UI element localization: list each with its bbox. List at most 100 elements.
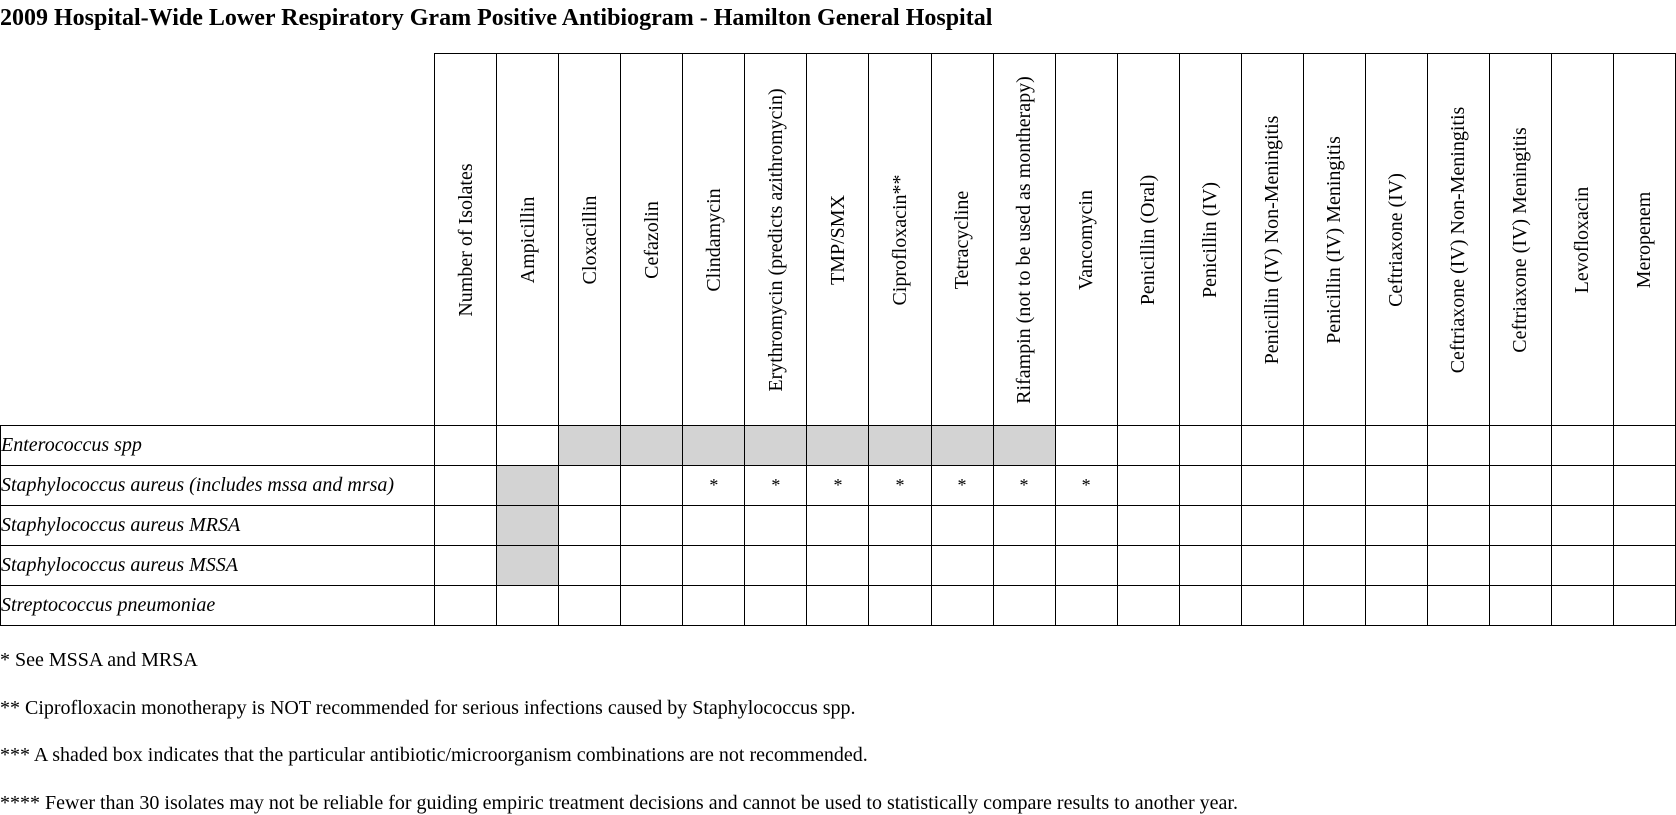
organism-label: Streptococcus pneumoniae bbox=[0, 585, 436, 626]
column-header-label: Ceftriaxone (IV) Non-Meningitis bbox=[1447, 106, 1470, 373]
column-header-label: Penicillin (IV) Meningitis bbox=[1323, 135, 1346, 344]
table-cell bbox=[1240, 465, 1304, 506]
table-cell bbox=[868, 585, 932, 626]
table-cell bbox=[620, 585, 684, 626]
table-cell bbox=[930, 505, 994, 546]
table-cell bbox=[1054, 585, 1118, 626]
table-cell bbox=[1426, 465, 1490, 506]
shaded-cell bbox=[496, 545, 560, 586]
column-header: Penicillin (Oral) bbox=[1116, 53, 1180, 426]
column-header: Number of Isolates bbox=[434, 53, 498, 426]
table-cell bbox=[1488, 545, 1552, 586]
antibiogram-table: Number of Isolates Ampicillin Cloxacillin C… bbox=[0, 53, 1676, 626]
table-cell bbox=[1488, 585, 1552, 626]
table-cell bbox=[1240, 585, 1304, 626]
table-cell bbox=[1364, 465, 1428, 506]
table-cell bbox=[1612, 465, 1676, 506]
table-cell bbox=[1178, 425, 1242, 466]
shaded-cell bbox=[868, 425, 932, 466]
table-cell: * bbox=[744, 465, 808, 506]
column-header: Cloxacillin bbox=[558, 53, 622, 426]
shaded-cell bbox=[992, 425, 1056, 466]
table-cell bbox=[682, 585, 746, 626]
table-cell bbox=[744, 545, 808, 586]
table-cell bbox=[744, 505, 808, 546]
column-header: Ceftriaxone (IV) Non-Meningitis bbox=[1426, 53, 1490, 426]
table-cell bbox=[868, 545, 932, 586]
table-cell bbox=[1426, 425, 1490, 466]
table-cell: * bbox=[806, 465, 870, 506]
shaded-cell bbox=[682, 425, 746, 466]
table-cell bbox=[434, 505, 498, 546]
table-cell bbox=[558, 545, 622, 586]
footnote: * See MSSA and MRSA bbox=[0, 649, 198, 671]
table-cell bbox=[1488, 465, 1552, 506]
table-cell bbox=[682, 545, 746, 586]
table-cell bbox=[558, 505, 622, 546]
table-cell bbox=[1488, 425, 1552, 466]
table-cell bbox=[1612, 585, 1676, 626]
footnote: *** A shaded box indicates that the part… bbox=[0, 744, 868, 766]
table-cell bbox=[930, 585, 994, 626]
column-header-label: Ceftriaxone (IV) bbox=[1385, 172, 1408, 307]
footnote: **** Fewer than 30 isolates may not be r… bbox=[0, 791, 1238, 814]
column-header-label: Ceftriaxone (IV) Meningitis bbox=[1509, 126, 1532, 353]
table-cell bbox=[1240, 545, 1304, 586]
table-cell: * bbox=[682, 465, 746, 506]
table-cell bbox=[744, 585, 808, 626]
table-row: Staphylococcus aureus (includes mssa and… bbox=[0, 465, 1676, 506]
column-header: Ceftriaxone (IV) bbox=[1364, 53, 1428, 426]
column-header: Levofloxacin bbox=[1550, 53, 1614, 426]
table-cell bbox=[806, 545, 870, 586]
table-cell bbox=[1550, 505, 1614, 546]
table-cell bbox=[1550, 425, 1614, 466]
table-cell bbox=[1426, 545, 1490, 586]
shaded-cell bbox=[620, 425, 684, 466]
table-cell bbox=[1054, 545, 1118, 586]
table-cell bbox=[1550, 545, 1614, 586]
table-cell bbox=[1302, 465, 1366, 506]
table-cell bbox=[558, 585, 622, 626]
organism-label: Staphylococcus aureus MRSA bbox=[0, 505, 436, 546]
table-row: Staphylococcus aureus MRSA bbox=[0, 505, 1676, 546]
table-row: Streptococcus pneumoniae bbox=[0, 585, 1676, 626]
table-cell bbox=[558, 465, 622, 506]
table-cell bbox=[1116, 425, 1180, 466]
footnotes: * See MSSA and MRSA ** Ciprofloxacin mono… bbox=[0, 648, 1238, 815]
column-header: Ciprofloxacin** bbox=[868, 53, 932, 426]
column-header: Ceftriaxone (IV) Meningitis bbox=[1488, 53, 1552, 426]
shaded-cell bbox=[496, 465, 560, 506]
table-cell: * bbox=[930, 465, 994, 506]
column-header: Tetracycline bbox=[930, 53, 994, 426]
table-cell bbox=[1612, 545, 1676, 586]
table-cell bbox=[1054, 425, 1118, 466]
column-header-label: Vancomycin bbox=[1075, 189, 1098, 290]
table-cell bbox=[434, 585, 498, 626]
column-header-label: Levofloxacin bbox=[1571, 186, 1594, 293]
table-cell bbox=[1426, 505, 1490, 546]
column-header-label: TMP/SMX bbox=[826, 194, 849, 285]
table-cell bbox=[992, 545, 1056, 586]
footnote: ** Ciprofloxacin monotherapy is NOT reco… bbox=[0, 696, 856, 719]
table-cell bbox=[1364, 425, 1428, 466]
column-header: Penicillin (IV) bbox=[1178, 53, 1242, 426]
table-cell bbox=[1116, 545, 1180, 586]
table-cell bbox=[992, 585, 1056, 626]
table-cell bbox=[1364, 505, 1428, 546]
column-header-label: Meropenem bbox=[1633, 191, 1656, 288]
table-cell bbox=[992, 505, 1056, 546]
column-header: Ampicillin bbox=[496, 53, 560, 426]
column-header: Clindamycin bbox=[682, 53, 746, 426]
table-cell bbox=[434, 465, 498, 506]
shaded-cell bbox=[558, 425, 622, 466]
table-corner bbox=[0, 53, 436, 426]
column-header-label: Penicillin (IV) Non-Meningitis bbox=[1261, 115, 1284, 364]
table-cell bbox=[1302, 505, 1366, 546]
table-cell bbox=[620, 545, 684, 586]
table-cell bbox=[1302, 585, 1366, 626]
table-cell bbox=[1178, 465, 1242, 506]
table-cell bbox=[1302, 545, 1366, 586]
column-header: Vancomycin bbox=[1054, 53, 1118, 426]
table-cell bbox=[1178, 505, 1242, 546]
column-header-label: Rifampin (not to be used as montherapy) bbox=[1013, 75, 1036, 404]
